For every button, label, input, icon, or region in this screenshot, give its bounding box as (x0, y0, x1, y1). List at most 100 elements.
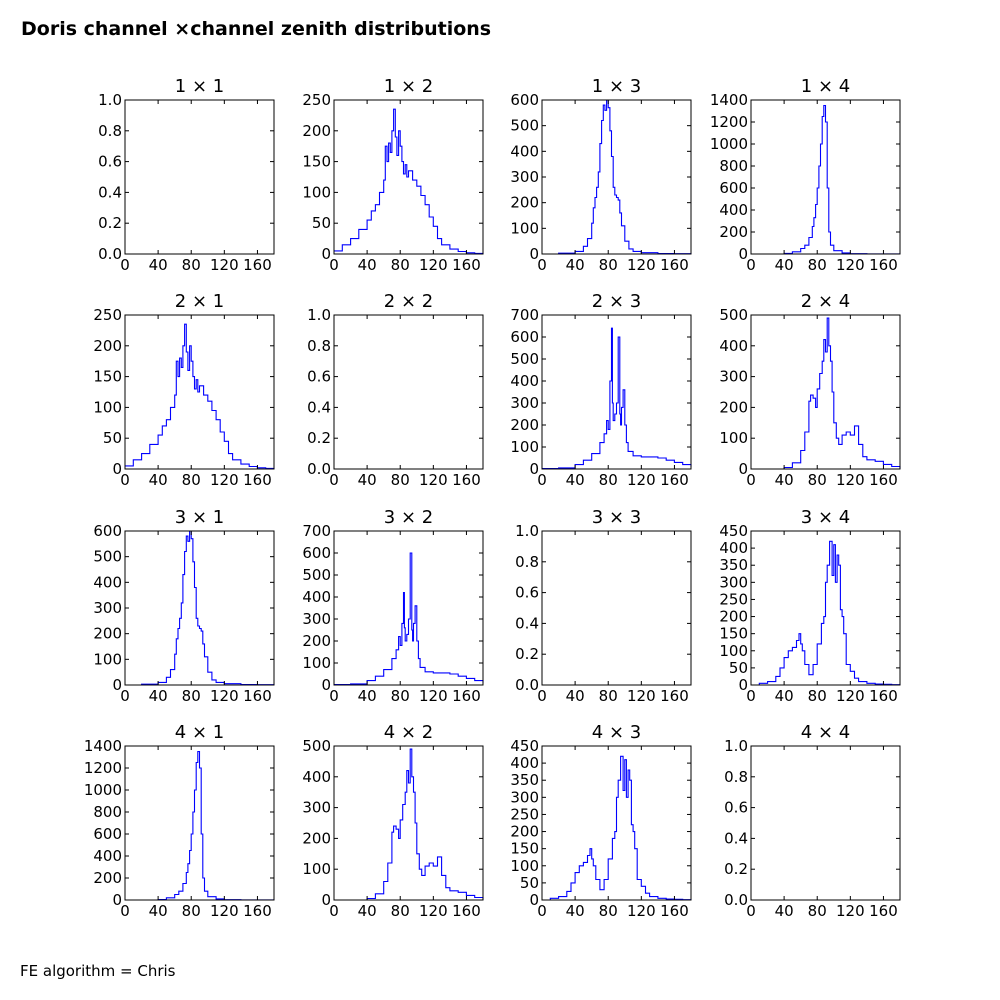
axes-frame (124, 530, 275, 686)
subplot: 0 40 80 120 160 0 200 400 600 800 1000 1200 1400 1 × … (710, 76, 901, 274)
y-tick-label: 100 (302, 860, 331, 878)
y-tick-label: 1.0 (724, 737, 748, 755)
subplot: 0 40 80 120 160 0 100 200 300 400 500 4 × 2 (302, 722, 484, 920)
y-tick-label: 400 (302, 768, 331, 786)
x-tick-label: 40 (775, 687, 794, 705)
y-tick-label: 0.8 (98, 122, 122, 140)
y-tick-label: 0.4 (515, 614, 539, 632)
histogram-line (542, 755, 692, 901)
y-tick-label: 200 (93, 625, 122, 643)
y-tick-label: 50 (520, 874, 539, 892)
y-tick-label: 0.4 (724, 829, 748, 847)
histogram-line (542, 99, 692, 255)
x-tick-label: 120 (627, 902, 656, 920)
x-tick-label: 80 (808, 687, 827, 705)
y-tick-label: 200 (719, 608, 748, 626)
y-tick-label: 500 (510, 117, 539, 135)
x-tick-label: 120 (210, 256, 239, 274)
y-tick-label: 0.8 (307, 337, 331, 355)
y-tick-label: 600 (719, 179, 748, 197)
x-tick-label: 80 (599, 256, 618, 274)
x-tick-label: 160 (869, 256, 898, 274)
y-tick-label: 0 (321, 891, 331, 909)
y-tick-label: 0.6 (724, 799, 748, 817)
x-tick-label: 40 (775, 902, 794, 920)
figure-footer: FE algorithm = Chris (20, 962, 176, 980)
x-tick-label: 160 (660, 902, 689, 920)
y-tick-label: 400 (93, 847, 122, 865)
y-tick-label: 600 (510, 91, 539, 109)
y-tick-label: 200 (719, 398, 748, 416)
x-tick-label: 0 (537, 902, 547, 920)
y-tick-label: 400 (719, 337, 748, 355)
axes-frame (750, 745, 901, 901)
x-tick-label: 40 (149, 256, 168, 274)
y-tick-label: 800 (93, 803, 122, 821)
y-tick-label: 0 (529, 891, 539, 909)
subplot: 0 40 80 120 160 0 100 200 300 400 500 600 1 × 3 (510, 76, 692, 274)
y-tick-label: 400 (93, 573, 122, 591)
subplot-title: 2 × 1 (175, 291, 224, 312)
y-tick-label: 150 (719, 625, 748, 643)
subplot: 0 40 80 120 160 0.0 0.2 0.4 0.6 0.8 1.0 2 × 2 (307, 291, 484, 489)
x-tick-label: 40 (149, 902, 168, 920)
x-tick-label: 160 (660, 256, 689, 274)
subplot: 0 40 80 120 160 0 50 100 150 200 250 1 × 2 (302, 76, 484, 274)
y-tick-label: 0.6 (515, 584, 539, 602)
subplot-title: 4 × 4 (801, 722, 850, 743)
x-tick-label: 0 (120, 256, 130, 274)
x-tick-label: 120 (419, 902, 448, 920)
x-tick-label: 0 (120, 687, 130, 705)
y-tick-label: 1000 (84, 781, 122, 799)
y-tick-label: 600 (93, 825, 122, 843)
x-tick-label: 0 (537, 471, 547, 489)
y-tick-label: 400 (510, 372, 539, 390)
x-tick-label: 160 (869, 902, 898, 920)
y-tick-label: 1.0 (98, 91, 122, 109)
y-tick-label: 500 (302, 737, 331, 755)
y-tick-label: 0.2 (515, 645, 539, 663)
y-tick-label: 300 (302, 799, 331, 817)
y-tick-label: 0 (738, 245, 748, 263)
y-tick-label: 300 (719, 573, 748, 591)
x-tick-label: 0 (329, 471, 339, 489)
x-tick-label: 120 (210, 687, 239, 705)
y-tick-label: 350 (510, 771, 539, 789)
y-tick-label: 0 (321, 676, 331, 694)
y-tick-label: 400 (719, 201, 748, 219)
x-tick-label: 40 (358, 471, 377, 489)
x-tick-label: 0 (329, 902, 339, 920)
y-tick-label: 0 (529, 460, 539, 478)
y-tick-label: 50 (103, 429, 122, 447)
subplot: 0 40 80 120 160 0 100 200 300 400 500 2 × 4 (719, 291, 901, 489)
x-tick-label: 160 (243, 687, 272, 705)
y-tick-label: 450 (510, 737, 539, 755)
y-tick-label: 100 (719, 642, 748, 660)
x-tick-label: 160 (660, 687, 689, 705)
subplot-title: 1 × 3 (592, 76, 641, 97)
y-tick-label: 500 (719, 306, 748, 324)
subplot-title: 3 × 3 (592, 507, 641, 528)
y-tick-label: 1400 (84, 737, 122, 755)
axes-frame (333, 314, 484, 470)
x-tick-label: 80 (599, 471, 618, 489)
y-tick-label: 400 (302, 588, 331, 606)
y-tick-label: 300 (93, 599, 122, 617)
y-tick-label: 500 (510, 350, 539, 368)
x-tick-label: 160 (869, 687, 898, 705)
subplot: 0 40 80 120 160 0.0 0.2 0.4 0.6 0.8 1.0 1 × 1 (98, 76, 275, 274)
y-tick-label: 0.0 (724, 891, 748, 909)
y-tick-label: 300 (510, 168, 539, 186)
subplot-title: 3 × 2 (384, 507, 433, 528)
y-tick-label: 100 (510, 438, 539, 456)
y-tick-label: 0.8 (515, 553, 539, 571)
x-tick-label: 40 (566, 471, 585, 489)
histogram-line (334, 108, 484, 254)
histogram-line (751, 540, 901, 686)
y-tick-label: 0 (112, 891, 122, 909)
y-tick-label: 600 (302, 544, 331, 562)
x-tick-label: 0 (746, 687, 756, 705)
axes-frame (750, 530, 901, 686)
histogram-line (125, 530, 275, 686)
x-tick-label: 80 (808, 902, 827, 920)
